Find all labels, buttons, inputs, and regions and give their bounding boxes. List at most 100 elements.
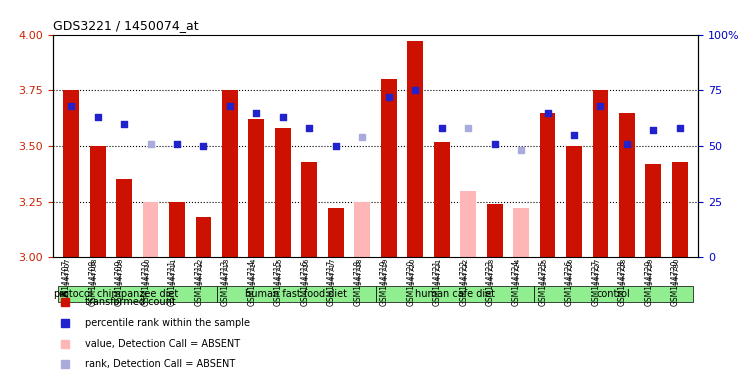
Text: chimpanzee diet: chimpanzee diet bbox=[97, 289, 178, 299]
Point bbox=[250, 109, 262, 116]
Point bbox=[436, 125, 448, 131]
Text: GDS3221 / 1450074_at: GDS3221 / 1450074_at bbox=[53, 19, 198, 32]
Bar bbox=[222, 90, 238, 257]
Text: GSM144718: GSM144718 bbox=[356, 258, 362, 300]
Text: GSM144714: GSM144714 bbox=[250, 258, 256, 300]
Point bbox=[330, 143, 342, 149]
Text: GSM144725: GSM144725 bbox=[541, 258, 547, 300]
Text: GSM144712: GSM144712 bbox=[195, 260, 204, 306]
Text: GSM144707: GSM144707 bbox=[62, 260, 71, 306]
Text: GSM144722: GSM144722 bbox=[462, 258, 468, 300]
Bar bbox=[63, 90, 79, 257]
Text: GSM144709: GSM144709 bbox=[118, 258, 124, 300]
Text: GSM144728: GSM144728 bbox=[621, 258, 627, 300]
Text: control: control bbox=[597, 289, 631, 299]
Bar bbox=[116, 179, 132, 257]
Point bbox=[409, 87, 421, 93]
Text: GSM144711: GSM144711 bbox=[168, 260, 177, 306]
Text: GSM144710: GSM144710 bbox=[144, 258, 150, 300]
Text: GSM144729: GSM144729 bbox=[644, 260, 653, 306]
Text: GSM144708: GSM144708 bbox=[89, 260, 98, 306]
Bar bbox=[646, 164, 662, 257]
Text: GSM144723: GSM144723 bbox=[489, 258, 495, 300]
Bar bbox=[407, 41, 423, 257]
Text: GSM144721: GSM144721 bbox=[436, 258, 442, 300]
Text: rank, Detection Call = ABSENT: rank, Detection Call = ABSENT bbox=[85, 359, 235, 369]
Point bbox=[383, 94, 395, 100]
Text: GSM144715: GSM144715 bbox=[277, 258, 283, 300]
Point bbox=[118, 121, 130, 127]
Bar bbox=[540, 113, 556, 257]
Text: GSM144724: GSM144724 bbox=[515, 258, 521, 300]
Bar bbox=[354, 202, 370, 257]
Point bbox=[303, 125, 315, 131]
Text: GSM144730: GSM144730 bbox=[671, 260, 680, 306]
Text: GSM144723: GSM144723 bbox=[486, 260, 495, 306]
Point bbox=[65, 103, 77, 109]
Text: GSM144718: GSM144718 bbox=[353, 260, 362, 306]
Text: GSM144721: GSM144721 bbox=[433, 260, 442, 306]
Text: GSM144725: GSM144725 bbox=[538, 260, 547, 306]
Text: GSM144713: GSM144713 bbox=[221, 260, 230, 306]
Bar bbox=[534, 286, 693, 302]
Text: GSM144717: GSM144717 bbox=[330, 258, 336, 300]
Bar bbox=[275, 128, 291, 257]
Text: GSM144711: GSM144711 bbox=[171, 258, 177, 300]
Bar bbox=[513, 209, 529, 257]
Text: GSM144720: GSM144720 bbox=[406, 260, 415, 306]
Text: GSM144710: GSM144710 bbox=[141, 260, 150, 306]
Bar bbox=[143, 202, 158, 257]
Text: GSM144717: GSM144717 bbox=[327, 260, 336, 306]
Point bbox=[541, 109, 553, 116]
Point bbox=[92, 114, 104, 120]
Point bbox=[674, 125, 686, 131]
Text: GSM144716: GSM144716 bbox=[300, 260, 309, 306]
Bar bbox=[619, 113, 635, 257]
Text: GSM144713: GSM144713 bbox=[224, 258, 230, 300]
Point bbox=[621, 141, 633, 147]
Text: value, Detection Call = ABSENT: value, Detection Call = ABSENT bbox=[85, 339, 240, 349]
Text: GSM144726: GSM144726 bbox=[565, 260, 574, 306]
Text: GSM144714: GSM144714 bbox=[247, 260, 256, 306]
Point bbox=[171, 141, 183, 147]
Bar bbox=[249, 119, 264, 257]
Bar bbox=[566, 146, 582, 257]
Text: GSM144722: GSM144722 bbox=[459, 260, 468, 306]
Bar bbox=[217, 286, 376, 302]
Text: percentile rank within the sample: percentile rank within the sample bbox=[85, 318, 250, 328]
Point bbox=[647, 127, 659, 134]
Point bbox=[595, 103, 607, 109]
Text: GSM144712: GSM144712 bbox=[198, 258, 204, 300]
Text: transformed count: transformed count bbox=[85, 297, 176, 307]
Bar bbox=[58, 286, 217, 302]
Point bbox=[198, 143, 210, 149]
Text: GSM144709: GSM144709 bbox=[115, 260, 124, 306]
Text: GSM144724: GSM144724 bbox=[512, 260, 521, 306]
Point bbox=[462, 125, 474, 131]
Text: GSM144728: GSM144728 bbox=[618, 260, 627, 306]
Text: GSM144719: GSM144719 bbox=[383, 258, 389, 300]
Text: GSM144730: GSM144730 bbox=[674, 258, 680, 300]
Point bbox=[568, 132, 580, 138]
Bar bbox=[672, 162, 688, 257]
Text: GSM144720: GSM144720 bbox=[409, 258, 415, 300]
Point bbox=[515, 147, 527, 154]
Bar bbox=[593, 90, 608, 257]
Text: GSM144727: GSM144727 bbox=[595, 258, 601, 300]
Bar bbox=[381, 79, 397, 257]
Bar bbox=[328, 209, 344, 257]
Text: GSM144715: GSM144715 bbox=[274, 260, 283, 306]
Text: GSM144729: GSM144729 bbox=[647, 258, 653, 300]
Text: GSM144708: GSM144708 bbox=[92, 258, 98, 300]
Point bbox=[356, 134, 368, 140]
Bar bbox=[460, 190, 476, 257]
Point bbox=[277, 114, 289, 120]
Text: protocol: protocol bbox=[53, 289, 92, 299]
Point bbox=[144, 141, 156, 147]
Text: GSM144727: GSM144727 bbox=[592, 260, 601, 306]
Bar bbox=[195, 217, 211, 257]
Bar bbox=[301, 162, 317, 257]
Text: GSM144726: GSM144726 bbox=[568, 258, 574, 300]
Bar bbox=[169, 202, 185, 257]
Bar bbox=[487, 204, 502, 257]
